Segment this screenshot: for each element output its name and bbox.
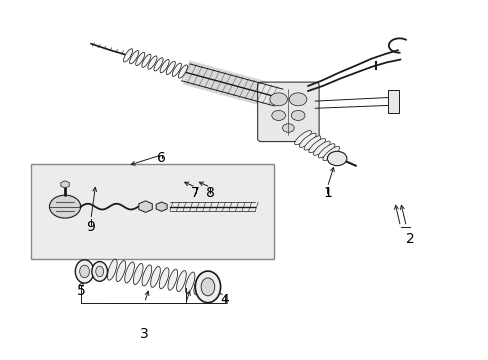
Ellipse shape <box>185 272 195 293</box>
Ellipse shape <box>142 54 151 67</box>
Ellipse shape <box>129 50 139 64</box>
Ellipse shape <box>150 266 160 287</box>
Bar <box>387 90 398 113</box>
Ellipse shape <box>107 259 117 280</box>
Ellipse shape <box>201 278 214 296</box>
Text: 2: 2 <box>405 232 414 246</box>
Ellipse shape <box>80 265 89 278</box>
Ellipse shape <box>142 265 151 286</box>
Text: 4: 4 <box>220 293 229 307</box>
Ellipse shape <box>294 131 311 145</box>
Ellipse shape <box>96 266 103 277</box>
Circle shape <box>327 151 346 166</box>
Ellipse shape <box>168 269 177 290</box>
FancyBboxPatch shape <box>257 82 319 141</box>
Ellipse shape <box>299 133 315 148</box>
Ellipse shape <box>159 268 169 289</box>
Ellipse shape <box>194 274 203 294</box>
Text: 1: 1 <box>322 185 331 199</box>
Ellipse shape <box>172 63 181 76</box>
Ellipse shape <box>322 147 339 161</box>
Circle shape <box>291 111 305 121</box>
Circle shape <box>271 111 285 121</box>
Text: 9: 9 <box>86 220 95 234</box>
Bar <box>31 164 273 259</box>
Text: 7: 7 <box>191 185 200 199</box>
Ellipse shape <box>123 49 132 62</box>
Ellipse shape <box>133 264 143 284</box>
Ellipse shape <box>308 139 325 153</box>
Ellipse shape <box>318 144 334 158</box>
Ellipse shape <box>313 141 329 155</box>
Ellipse shape <box>147 56 157 69</box>
Ellipse shape <box>176 271 186 292</box>
Text: 3: 3 <box>140 327 149 341</box>
Circle shape <box>282 124 294 132</box>
Ellipse shape <box>160 59 169 73</box>
Ellipse shape <box>116 261 125 282</box>
Ellipse shape <box>136 52 144 66</box>
Ellipse shape <box>166 61 175 75</box>
Ellipse shape <box>75 260 94 283</box>
Ellipse shape <box>124 262 134 283</box>
Ellipse shape <box>304 136 320 150</box>
Text: 6: 6 <box>157 152 166 166</box>
Ellipse shape <box>195 271 220 303</box>
Ellipse shape <box>92 262 107 281</box>
Ellipse shape <box>154 58 163 71</box>
Text: 8: 8 <box>205 185 214 199</box>
Text: 5: 5 <box>77 284 85 298</box>
Circle shape <box>269 93 287 106</box>
Circle shape <box>49 195 81 218</box>
Circle shape <box>289 93 306 106</box>
Ellipse shape <box>178 65 187 78</box>
